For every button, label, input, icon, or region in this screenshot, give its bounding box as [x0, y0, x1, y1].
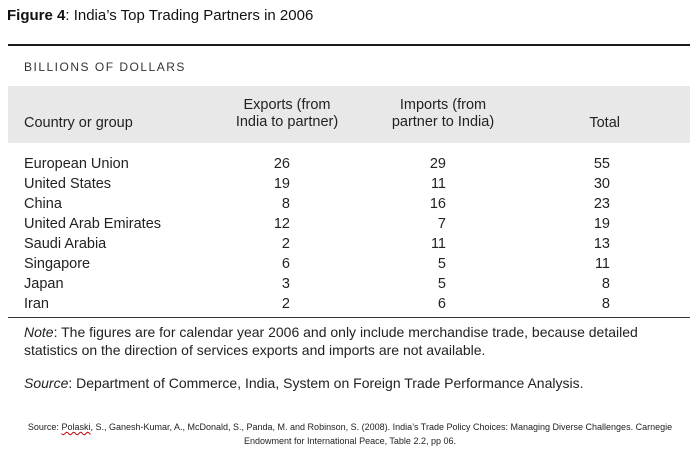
cell-total: 23: [593, 196, 610, 212]
cell-total: 19: [593, 216, 610, 232]
note-label: Note: [24, 324, 54, 340]
table-row: Singapore 6 5 11: [0, 255, 692, 275]
unit-label: BILLIONS OF DOLLARS: [24, 60, 186, 74]
citation-author-first: Polaski: [61, 422, 91, 432]
header-imports: Imports (from partner to India): [378, 97, 508, 131]
table-row: China 8 16 23: [0, 195, 692, 215]
source-text: : Department of Commerce, India, System …: [68, 375, 584, 391]
note-text: : The figures are for calendar year 2006…: [24, 324, 638, 358]
figure-title: Figure 4: India’s Top Trading Partners i…: [7, 7, 313, 24]
cell-country: Singapore: [24, 256, 91, 272]
cell-imports: 6: [437, 296, 446, 312]
cell-total: 11: [594, 256, 610, 272]
cell-total: 13: [593, 236, 610, 252]
citation: Source: Polaski, S., Ganesh-Kumar, A., M…: [20, 420, 680, 448]
cell-total: 30: [593, 176, 610, 192]
header-imports-line1: Imports (from: [399, 97, 487, 113]
cell-country: United States: [24, 176, 112, 192]
citation-rest: , S., Ganesh-Kumar, A., McDonald, S., Pa…: [90, 422, 673, 432]
top-rule: [8, 44, 690, 46]
table-row: Iran 2 6 8: [0, 295, 692, 315]
cell-exports: 12: [273, 216, 290, 232]
table-row: Saudi Arabia 2 11 13: [0, 235, 692, 255]
table-row: European Union 26 29 55: [0, 155, 692, 175]
cell-exports: 8: [281, 196, 290, 212]
cell-total: 8: [601, 276, 610, 292]
cell-country: Iran: [24, 296, 49, 312]
cell-imports: 16: [429, 196, 446, 212]
cell-exports: 6: [281, 256, 290, 272]
bottom-rule: [8, 317, 690, 318]
cell-imports: 7: [437, 216, 446, 232]
cell-country: Saudi Arabia: [24, 236, 107, 252]
header-exports-line1: Exports (from: [243, 97, 331, 113]
figure-label: Figure 4: [7, 7, 66, 24]
table-header-band: [8, 86, 690, 143]
header-exports-line2: India to partner): [235, 114, 339, 130]
cell-imports: 5: [437, 256, 446, 272]
header-total: Total: [589, 115, 620, 131]
cell-country: China: [24, 196, 62, 212]
cell-imports: 11: [430, 236, 446, 252]
cell-exports: 19: [273, 176, 290, 192]
cell-imports: 11: [430, 176, 446, 192]
table-row: United States 19 11 30: [0, 175, 692, 195]
cell-exports: 2: [281, 236, 290, 252]
cell-imports: 5: [437, 276, 446, 292]
citation-prefix: Source:: [27, 422, 62, 432]
citation-line1: Source: Polaski, S., Ganesh-Kumar, A., M…: [20, 420, 680, 434]
header-country: Country or group: [24, 115, 133, 131]
table-row: United Arab Emirates 12 7 19: [0, 215, 692, 235]
cell-exports: 2: [281, 296, 290, 312]
table-body: European Union 26 29 55 United States 19…: [0, 155, 692, 315]
cell-country: European Union: [24, 156, 129, 172]
table-note: Note: The figures are for calendar year …: [24, 323, 664, 359]
table-row: Japan 3 5 8: [0, 275, 692, 295]
cell-exports: 26: [273, 156, 290, 172]
figure-title-text: : India’s Top Trading Partners in 2006: [65, 7, 314, 24]
cell-exports: 3: [281, 276, 290, 292]
header-imports-line2: partner to India): [391, 114, 495, 130]
cell-total: 8: [601, 296, 610, 312]
citation-line2: Endowment for International Peace, Table…: [244, 436, 456, 446]
cell-total: 55: [593, 156, 610, 172]
cell-imports: 29: [429, 156, 446, 172]
table-source: Source: Department of Commerce, India, S…: [24, 375, 664, 391]
cell-country: United Arab Emirates: [24, 216, 162, 232]
cell-country: Japan: [24, 276, 64, 292]
source-label: Source: [24, 375, 69, 391]
header-exports: Exports (from India to partner): [222, 97, 352, 131]
